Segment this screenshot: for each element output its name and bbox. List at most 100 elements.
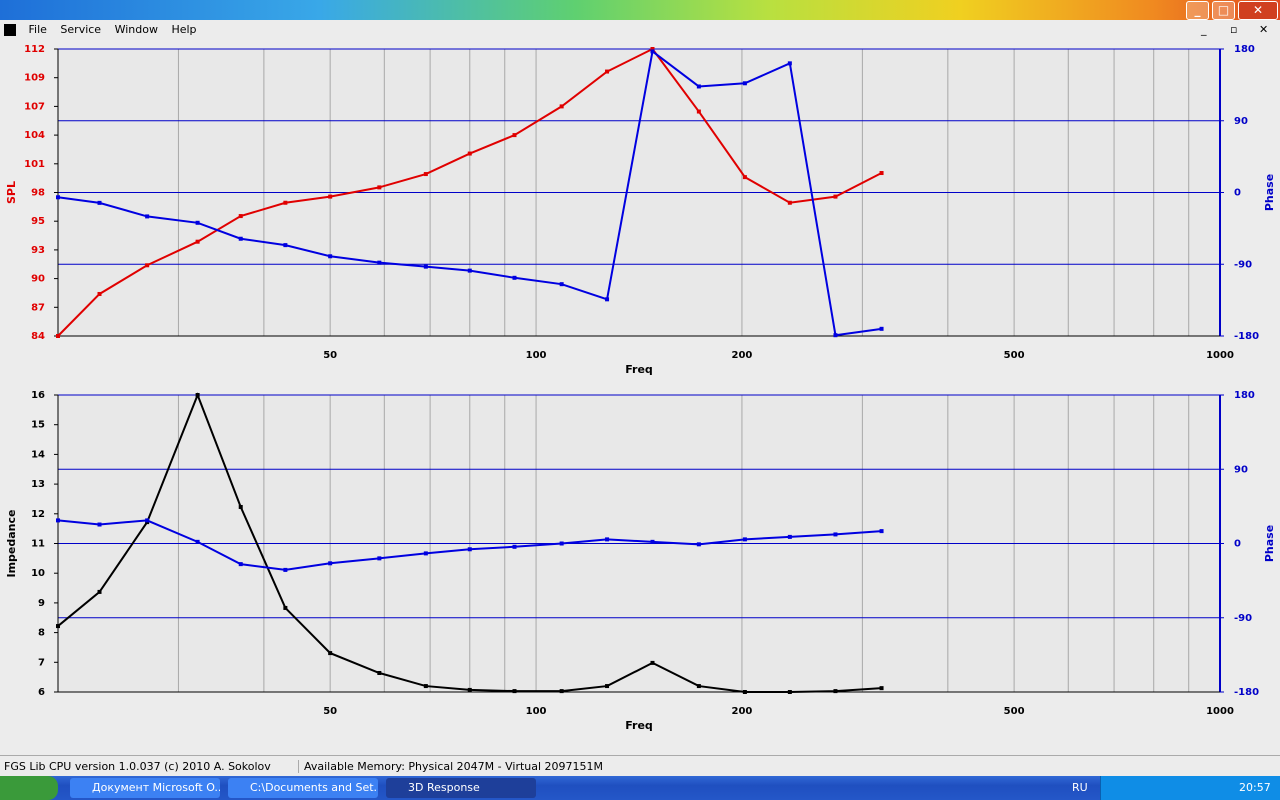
point-marker	[742, 81, 747, 86]
point-marker	[605, 69, 610, 74]
point-marker	[833, 689, 838, 694]
point-marker	[283, 605, 288, 610]
task-button[interactable]: C:\Documents and Set...	[228, 778, 378, 798]
close-button[interactable]: ✕	[1238, 1, 1278, 20]
point-marker	[833, 194, 838, 199]
point-marker	[328, 561, 333, 566]
point-marker	[605, 684, 610, 689]
y2-tick-label: -180	[1234, 331, 1259, 342]
app-icon	[4, 24, 16, 36]
point-marker	[145, 214, 150, 219]
point-marker	[879, 686, 884, 691]
y2-tick-label: -90	[1234, 259, 1252, 270]
y-tick-label: 12	[31, 509, 45, 520]
point-marker	[283, 200, 288, 205]
point-marker	[467, 268, 472, 273]
status-bar: FGS Lib CPU version 1.0.037 (c) 2010 A. …	[0, 755, 1280, 776]
y2-tick-label: 180	[1234, 390, 1255, 401]
x-tick-label: 500	[1004, 706, 1025, 717]
point-marker	[195, 220, 200, 225]
point-marker	[833, 333, 838, 338]
status-text: Available Memory: Physical 2047M - Virtu…	[298, 760, 603, 773]
language[interactable]: RU	[1072, 781, 1088, 794]
clock: 20:57	[1239, 781, 1271, 794]
mdi-close[interactable]: ✕	[1259, 23, 1269, 36]
point-marker	[195, 239, 200, 244]
point-marker	[97, 291, 102, 296]
point-marker	[238, 504, 243, 509]
y-tick-label: 98	[31, 188, 45, 199]
point-marker	[56, 195, 60, 200]
x-axis-label: Freq	[625, 363, 653, 376]
point-marker	[605, 297, 610, 302]
y-tick-label: 84	[31, 331, 45, 342]
point-marker	[742, 537, 747, 542]
menu-item[interactable]: Help	[171, 23, 197, 36]
point-marker	[559, 689, 564, 694]
point-marker	[696, 84, 701, 89]
y-tick-label: 104	[24, 130, 45, 141]
point-marker	[512, 133, 517, 138]
point-marker	[423, 684, 428, 689]
point-marker	[559, 104, 564, 109]
point-marker	[423, 551, 428, 556]
point-marker	[467, 547, 472, 552]
point-marker	[696, 684, 701, 689]
y2-tick-label: 180	[1234, 44, 1255, 55]
point-marker	[56, 334, 60, 338]
point-marker	[879, 529, 884, 534]
menu-item[interactable]: Service	[60, 23, 102, 36]
y-tick-label: 10	[31, 568, 45, 579]
menu-item[interactable]: Window	[114, 23, 158, 36]
point-marker	[650, 539, 655, 544]
point-marker	[696, 109, 701, 114]
maximize-button[interactable]: □	[1212, 1, 1235, 20]
y-tick-label: 16	[31, 390, 45, 401]
y-tick-label: 6	[38, 687, 45, 698]
x-tick-label: 200	[732, 706, 753, 717]
start-button[interactable]	[0, 776, 58, 800]
y-tick-label: 8	[38, 628, 45, 639]
x-tick-label: 1000	[1206, 350, 1234, 361]
point-marker	[377, 556, 382, 561]
point-marker	[56, 518, 60, 523]
point-marker	[97, 589, 102, 594]
point-marker	[605, 537, 610, 542]
y-tick-label: 109	[24, 73, 45, 84]
y2-tick-label: 0	[1234, 188, 1241, 199]
minimize-button[interactable]: _	[1186, 1, 1209, 20]
point-marker	[377, 185, 382, 190]
x-tick-label: 50	[323, 706, 337, 717]
y-tick-label: 101	[24, 159, 45, 170]
point-marker	[787, 61, 792, 66]
point-marker	[787, 534, 792, 539]
x-tick-label: 50	[323, 350, 337, 361]
y-tick-label: 107	[24, 101, 45, 112]
point-marker	[377, 670, 382, 675]
menu-item[interactable]: File	[28, 23, 47, 36]
y2-tick-label: -90	[1234, 613, 1252, 624]
task-button[interactable]: Документ Microsoft O...	[70, 778, 220, 798]
y2-axis-label: Phase	[1263, 174, 1276, 211]
point-marker	[145, 263, 150, 268]
point-marker	[328, 194, 333, 199]
point-marker	[559, 541, 564, 546]
charts: 50 100 200 500 1000-180-90090180848790939598…	[5, 44, 1276, 732]
y-tick-label: 7	[38, 657, 45, 668]
task-button[interactable]: 3D Response	[386, 778, 536, 798]
x-tick-label: 1000	[1206, 706, 1234, 717]
point-marker	[879, 326, 884, 331]
y-tick-label: 95	[31, 216, 45, 227]
y2-tick-label: -180	[1234, 687, 1259, 698]
point-marker	[787, 200, 792, 205]
point-marker	[377, 260, 382, 265]
y-tick-label: 93	[31, 245, 45, 256]
mdi-minimize[interactable]: _	[1201, 23, 1207, 36]
mdi-restore[interactable]: ▫	[1230, 23, 1238, 36]
point-marker	[238, 214, 243, 219]
y2-tick-label: 0	[1234, 539, 1241, 550]
point-marker	[97, 522, 102, 527]
point-marker	[650, 660, 655, 665]
point-marker	[238, 236, 243, 241]
